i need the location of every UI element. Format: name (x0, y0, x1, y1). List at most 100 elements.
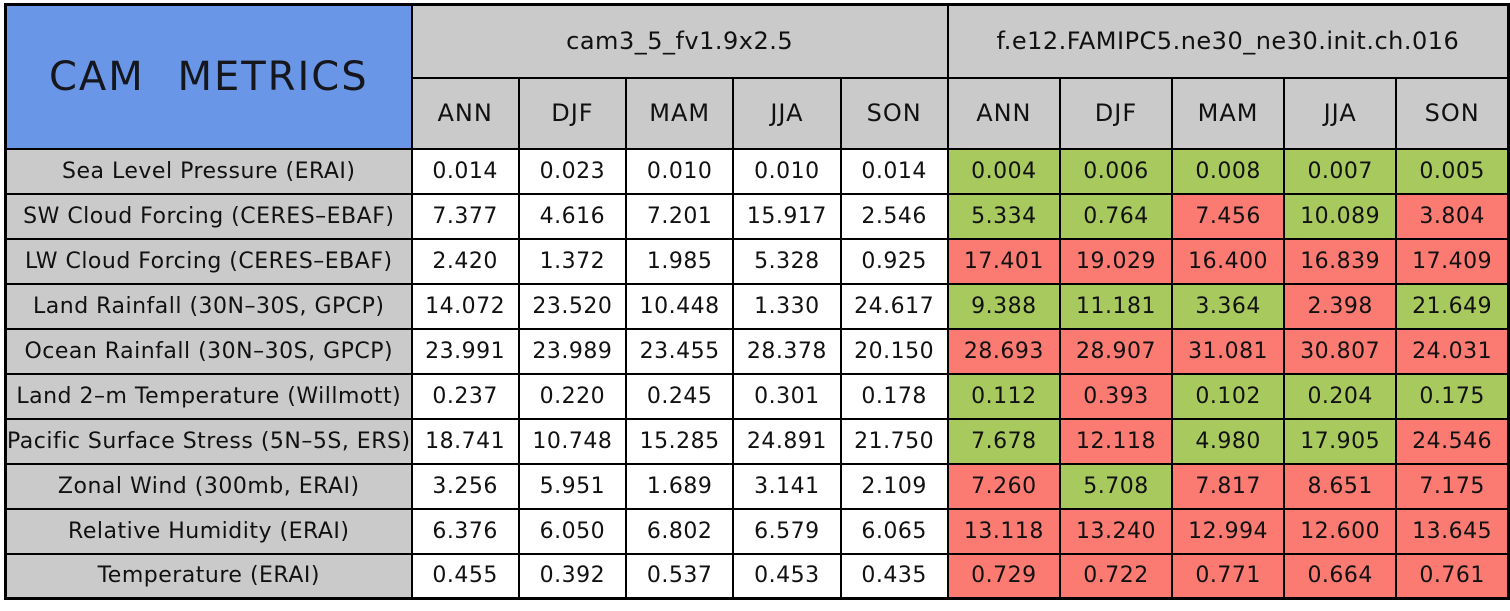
value-cell: 7.678 (946, 417, 1061, 465)
value-cell: 17.905 (1283, 417, 1398, 465)
value-cell: 3.804 (1395, 192, 1510, 240)
value-cell: 0.393 (1058, 372, 1174, 420)
value-cell: 18.741 (410, 417, 520, 465)
row-label: LW Cloud Forcing (CERES–EBAF) (4, 237, 413, 285)
value-cell: 24.617 (839, 282, 949, 330)
value-cell: 20.150 (839, 327, 949, 375)
season-header: DJF (517, 76, 628, 150)
value-cell: 0.014 (839, 147, 949, 195)
value-cell: 0.204 (1283, 372, 1398, 420)
season-header: JJA (1283, 76, 1398, 150)
row-label: Pacific Surface Stress (5N–5S, ERS) (4, 417, 413, 465)
value-cell: 0.010 (625, 147, 735, 195)
table-row: SW Cloud Forcing (CERES–EBAF) 7.377 4.61… (4, 192, 1510, 240)
value-cell: 13.645 (1395, 507, 1510, 555)
value-cell: 2.109 (839, 462, 949, 510)
row-label: Land Rainfall (30N–30S, GPCP) (4, 282, 413, 330)
value-cell: 12.600 (1283, 507, 1398, 555)
value-cell: 3.141 (732, 462, 842, 510)
value-cell: 17.401 (946, 237, 1061, 285)
table-row: Land 2–m Temperature (Willmott) 0.237 0.… (4, 372, 1510, 420)
value-cell: 0.008 (1171, 147, 1286, 195)
value-cell: 0.006 (1058, 147, 1174, 195)
value-cell: 10.448 (625, 282, 735, 330)
season-header: ANN (946, 76, 1061, 150)
value-cell: 23.989 (517, 327, 628, 375)
value-cell: 0.178 (839, 372, 949, 420)
value-cell: 5.708 (1058, 462, 1174, 510)
value-cell: 23.520 (517, 282, 628, 330)
value-cell: 10.748 (517, 417, 628, 465)
table-row: Relative Humidity (ERAI) 6.376 6.050 6.8… (4, 507, 1510, 555)
row-label: Sea Level Pressure (ERAI) (4, 147, 413, 195)
value-cell: 1.330 (732, 282, 842, 330)
value-cell: 1.985 (625, 237, 735, 285)
value-cell: 0.722 (1058, 552, 1174, 600)
value-cell: 0.537 (625, 552, 735, 600)
value-cell: 0.112 (946, 372, 1061, 420)
value-cell: 24.891 (732, 417, 842, 465)
value-cell: 24.031 (1395, 327, 1510, 375)
value-cell: 7.175 (1395, 462, 1510, 510)
table-row: Zonal Wind (300mb, ERAI) 3.256 5.951 1.6… (4, 462, 1510, 510)
value-cell: 12.994 (1171, 507, 1286, 555)
value-cell: 0.175 (1395, 372, 1510, 420)
value-cell: 1.372 (517, 237, 628, 285)
value-cell: 6.050 (517, 507, 628, 555)
value-cell: 0.771 (1171, 552, 1286, 600)
row-label: Ocean Rainfall (30N–30S, GPCP) (4, 327, 413, 375)
value-cell: 0.004 (946, 147, 1061, 195)
row-label: Temperature (ERAI) (4, 552, 413, 600)
table-row: Pacific Surface Stress (5N–5S, ERS) 18.7… (4, 417, 1510, 465)
value-cell: 0.455 (410, 552, 520, 600)
table-title: CAM METRICS (4, 3, 413, 150)
value-cell: 0.220 (517, 372, 628, 420)
value-cell: 8.651 (1283, 462, 1398, 510)
model-header-row: CAM METRICS cam3_5_fv1.9x2.5 f.e12.FAMIP… (4, 3, 1510, 150)
value-cell: 2.398 (1283, 282, 1398, 330)
value-cell: 0.237 (410, 372, 520, 420)
model-1-name-header: cam3_5_fv1.9x2.5 (410, 3, 949, 79)
season-header: ANN (410, 76, 520, 150)
value-cell: 6.376 (410, 507, 520, 555)
value-cell: 0.245 (625, 372, 735, 420)
value-cell: 2.546 (839, 192, 949, 240)
season-header-row: ANN DJF MAM JJA SON ANN DJF MAM JJA SON (6, 76, 1510, 150)
value-cell: 5.328 (732, 237, 842, 285)
row-label: Relative Humidity (ERAI) (4, 507, 413, 555)
value-cell: 24.546 (1395, 417, 1510, 465)
value-cell: 10.089 (1283, 192, 1398, 240)
value-cell: 0.761 (1395, 552, 1510, 600)
value-cell: 31.081 (1171, 327, 1286, 375)
value-cell: 0.453 (732, 552, 842, 600)
value-cell: 2.420 (410, 237, 520, 285)
value-cell: 7.201 (625, 192, 735, 240)
value-cell: 9.388 (946, 282, 1061, 330)
value-cell: 12.118 (1058, 417, 1174, 465)
season-header: MAM (625, 76, 735, 150)
value-cell: 6.579 (732, 507, 842, 555)
row-label: Land 2–m Temperature (Willmott) (4, 372, 413, 420)
value-cell: 0.010 (732, 147, 842, 195)
value-cell: 0.005 (1395, 147, 1510, 195)
model-2-name-header: f.e12.FAMIPC5.ne30_ne30.init.ch.016 (946, 3, 1510, 79)
value-cell: 0.102 (1171, 372, 1286, 420)
table-row: Temperature (ERAI) 0.455 0.392 0.537 0.4… (4, 552, 1510, 600)
value-cell: 17.409 (1395, 237, 1510, 285)
value-cell: 7.260 (946, 462, 1061, 510)
season-header: DJF (1058, 76, 1174, 150)
value-cell: 0.729 (946, 552, 1061, 600)
value-cell: 16.400 (1171, 237, 1286, 285)
value-cell: 30.807 (1283, 327, 1398, 375)
value-cell: 0.023 (517, 147, 628, 195)
value-cell: 21.750 (839, 417, 949, 465)
value-cell: 7.456 (1171, 192, 1286, 240)
row-label: SW Cloud Forcing (CERES–EBAF) (4, 192, 413, 240)
value-cell: 13.240 (1058, 507, 1174, 555)
cam-metrics-table: CAM METRICS cam3_5_fv1.9x2.5 f.e12.FAMIP… (4, 3, 1510, 600)
value-cell: 0.764 (1058, 192, 1174, 240)
value-cell: 23.455 (625, 327, 735, 375)
value-cell: 0.014 (410, 147, 520, 195)
table-row: LW Cloud Forcing (CERES–EBAF) 2.420 1.37… (4, 237, 1510, 285)
value-cell: 6.065 (839, 507, 949, 555)
